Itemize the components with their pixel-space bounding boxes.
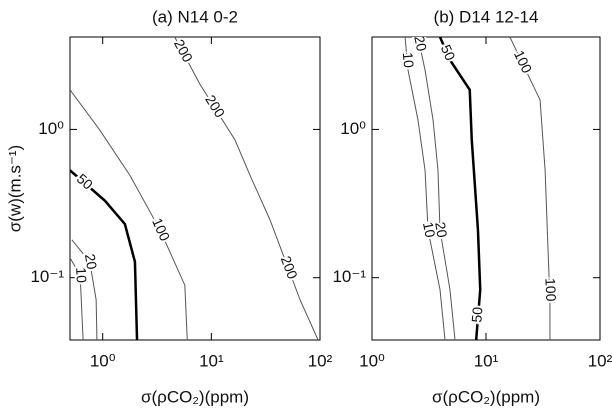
- contour-label: 100: [511, 48, 536, 76]
- contour-line: [509, 37, 551, 340]
- x-tick-label: 10⁰: [90, 351, 116, 370]
- contour-line: [438, 37, 482, 340]
- y-tick-label: 10⁰: [38, 119, 64, 138]
- x-tick-label: 10²: [308, 351, 333, 370]
- panel-title: (a) N14 0-2: [152, 7, 238, 26]
- x-axis-label: σ(ρCO₂)(ppm): [432, 387, 540, 406]
- plot-frame: [371, 36, 601, 341]
- y-tick-label: 10⁻¹: [30, 267, 64, 286]
- contour-line: [70, 169, 139, 340]
- contour-label: 200: [278, 254, 301, 282]
- x-tick-label: 10¹: [474, 351, 499, 370]
- contour-line: [70, 257, 84, 340]
- contour-line: [71, 239, 98, 340]
- contour-label: 10: [420, 220, 439, 239]
- contour-label: 50: [438, 42, 459, 63]
- x-axis-label: σ(ρCO₂)(ppm): [141, 387, 249, 406]
- plot-frame: [69, 36, 321, 341]
- y-tick-label: 10⁻¹: [332, 267, 366, 286]
- contour-label: 200: [202, 92, 228, 120]
- contour-label: 10: [73, 267, 90, 283]
- contour-label: 200: [171, 37, 196, 65]
- panel: (a) N14 0-2 σ(ρCO₂)(ppm) σ(w)(m.s⁻¹) 10⁰ 10¹…: [5, 7, 332, 406]
- contour-label: 10: [400, 52, 417, 69]
- contour-label: 100: [149, 215, 173, 243]
- contour-line: [174, 37, 319, 340]
- contour-line: [417, 37, 456, 340]
- x-tick-label: 10¹: [199, 351, 224, 370]
- contour-label: 100: [542, 278, 559, 302]
- y-axis-label: σ(w)(m.s⁻¹): [5, 145, 24, 232]
- contour-label: 50: [468, 306, 485, 323]
- contour-line: [70, 89, 188, 340]
- contour-label: 20: [432, 221, 450, 239]
- x-tick-label: 10²: [588, 351, 612, 370]
- panel-title: (b) D14 12-14: [434, 7, 539, 26]
- y-tick-label: 10⁰: [340, 119, 366, 138]
- x-tick-label: 10⁰: [359, 351, 385, 370]
- contour-line: [404, 37, 446, 340]
- panel: (b) D14 12-14 σ(ρCO₂)(ppm) 10⁰ 10¹ 10² 10⁻¹ 10…: [332, 7, 612, 406]
- contour-label: 20: [82, 253, 100, 271]
